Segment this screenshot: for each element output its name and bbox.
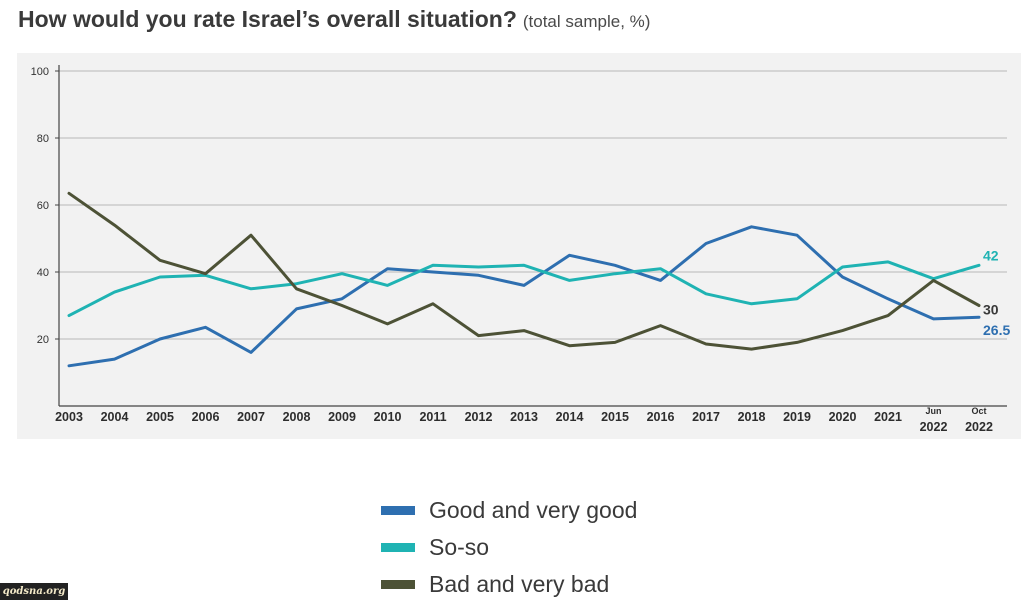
x-tick-label: 2012	[465, 410, 493, 424]
series-lines	[67, 191, 981, 368]
series-line-so-so	[67, 260, 981, 318]
y-tick-label: 80	[37, 133, 49, 145]
x-tick-label: 2020	[829, 410, 857, 424]
legend-swatch	[381, 580, 415, 589]
x-tick-label: 2011	[419, 410, 446, 424]
x-tick-label-month: Oct	[971, 406, 986, 416]
end-labels: 26.5 42 30	[983, 247, 1010, 338]
x-tick-label: 2013	[510, 410, 538, 424]
chart-title: How would you rate Israel’s overall situ…	[18, 6, 650, 33]
y-tick-label: 20	[37, 334, 49, 346]
x-tick-label: 2014	[556, 410, 584, 424]
series-line-bad-and-very-bad	[67, 191, 981, 351]
chart-subtitle: (total sample, %)	[522, 12, 651, 31]
plot-panel: 20 40 60 80 100 2003 2004 2005 2006 2007 2008 2009 2…	[17, 53, 1021, 439]
gridlines	[59, 70, 1007, 340]
watermark: qodsna.org	[0, 583, 68, 600]
end-label-bad-and-very-bad: 30	[983, 302, 999, 318]
series-line-good-and-very-good	[67, 225, 981, 368]
y-tick-label: 40	[37, 267, 49, 279]
x-tick-label: 2008	[283, 410, 311, 424]
x-tick-label-year: 2022	[965, 420, 993, 434]
legend-item-so-so: So-so	[381, 529, 637, 566]
legend-item-good-and-very-good: Good and very good	[381, 492, 637, 529]
x-tick-label: 2003	[55, 410, 83, 424]
x-tick-label: 2017	[692, 410, 720, 424]
x-tick-label: 2009	[328, 410, 356, 424]
x-tick-label: 2007	[237, 410, 265, 424]
chart-title-text: How would you rate Israel’s overall situ…	[18, 6, 517, 32]
y-tick-label: 60	[37, 200, 49, 212]
x-tick-label-year: 2022	[920, 420, 948, 434]
legend: Good and very good So-so Bad and very bad	[381, 492, 637, 603]
x-tick-label: 2015	[601, 410, 629, 424]
end-label-so-so: 42	[983, 247, 999, 263]
legend-swatch	[381, 506, 415, 515]
y-tick-label: 100	[31, 66, 49, 78]
legend-swatch	[381, 543, 415, 552]
x-tick-label: 2021	[874, 410, 902, 424]
x-tick-label: 2004	[101, 410, 129, 424]
end-label-good-and-very-good: 26.5	[983, 322, 1010, 338]
line-chart: 20 40 60 80 100 2003 2004 2005 2006 2007 2008 2009 2…	[31, 65, 1010, 434]
x-tick-label: 2006	[192, 410, 220, 424]
x-tick-label: 2005	[146, 410, 174, 424]
legend-item-bad-and-very-bad: Bad and very bad	[381, 566, 637, 603]
legend-label: So-so	[429, 534, 490, 560]
x-tick-label: 2010	[374, 410, 402, 424]
x-tick-label: 2016	[647, 410, 675, 424]
legend-label: Bad and very bad	[429, 571, 610, 597]
x-tick-label: 2019	[783, 410, 811, 424]
legend-label: Good and very good	[429, 497, 638, 523]
axes: 20 40 60 80 100 2003 2004 2005 2006 2007 2008 2009 2…	[31, 65, 1007, 434]
x-tick-label: 2018	[738, 410, 766, 424]
x-tick-label-month: Jun	[925, 406, 941, 416]
